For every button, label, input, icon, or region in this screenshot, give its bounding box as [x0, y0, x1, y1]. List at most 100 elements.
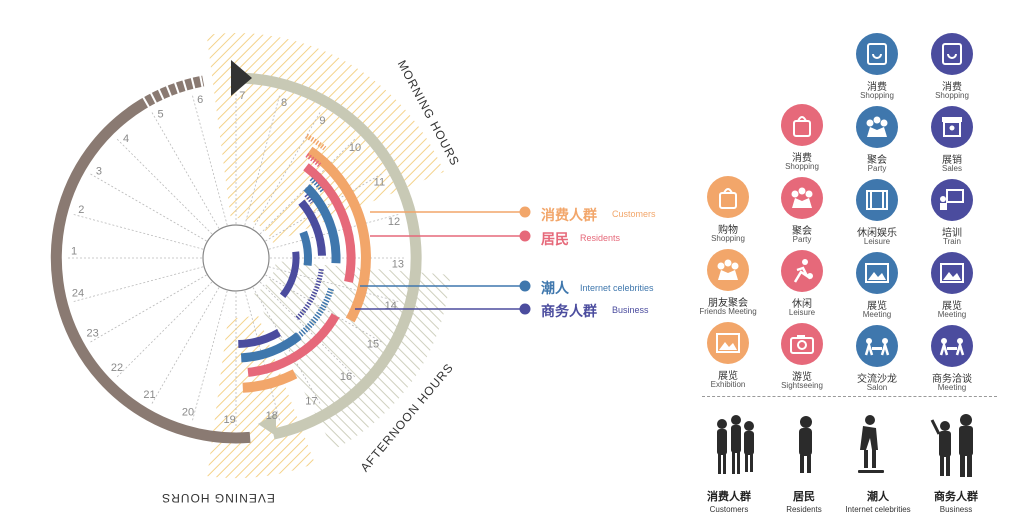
training-icon [940, 189, 964, 210]
hour-label: 1 [71, 246, 77, 258]
hour-spoke [71, 213, 204, 250]
camera-icon [790, 335, 814, 354]
leader-dot [519, 303, 531, 315]
ring-tick [141, 94, 151, 110]
activity-arc [295, 268, 324, 321]
booth-icon [942, 117, 962, 137]
activity-label-zh: 消费 [792, 153, 812, 164]
hour-spoke [115, 137, 213, 235]
hour-spoke [150, 110, 220, 229]
leader-dot [519, 280, 531, 292]
hour-label: 14 [385, 300, 397, 312]
activity-label-zh: 朋友聚会 [708, 298, 748, 309]
activity-arc [304, 193, 314, 204]
hour-spoke [71, 266, 204, 303]
hour-spoke [115, 281, 213, 379]
hour-spoke [88, 172, 207, 242]
shopping-bag-icon [719, 188, 737, 209]
hour-spoke [150, 287, 220, 406]
activity-label-zh: 培训 [942, 228, 962, 239]
activity-label-en: Party [792, 235, 812, 244]
center-circle [202, 224, 270, 292]
hour-label: 7 [239, 90, 245, 102]
hour-spoke [259, 281, 357, 379]
hour-label: 19 [224, 414, 236, 426]
hour-label: 8 [281, 97, 287, 109]
activity-label-en: Exhibition [710, 380, 746, 389]
activity-label-en: Shopping [785, 162, 819, 171]
activity-label-zh: 交流沙龙 [857, 374, 897, 385]
hour-spoke [252, 110, 322, 229]
hour-label: 15 [367, 338, 379, 350]
activity-label-zh: 展览 [942, 301, 962, 312]
hour-label: 3 [96, 165, 102, 177]
hour-label: 9 [319, 115, 325, 127]
activity-label-en: Shopping [935, 91, 969, 100]
divider [702, 396, 997, 397]
hour-label: 22 [111, 362, 123, 374]
activity-label-en: Party [867, 164, 887, 173]
ring-tick [156, 86, 166, 103]
hour-label: 10 [349, 142, 361, 154]
hour-label: 4 [123, 133, 129, 145]
hour-spoke [268, 266, 401, 303]
legend-residents-en: Residents [580, 233, 621, 243]
hour-label: 21 [143, 389, 155, 401]
leisure-icon [793, 259, 813, 283]
ring-tick [164, 83, 173, 99]
activity-icon-circle [707, 322, 749, 364]
activity-arc [305, 152, 322, 167]
activity-arc [306, 146, 371, 323]
activity-label-zh: 休闲娱乐 [857, 228, 897, 239]
shopping-icon [867, 43, 887, 65]
legend-business-en: Business [612, 305, 649, 315]
activity-arc [309, 177, 325, 193]
hour-label: 12 [388, 216, 400, 228]
leader-dot [519, 206, 531, 218]
celebrity-silhouette-icon [858, 415, 884, 473]
activity-label-en: Meeting [862, 310, 892, 319]
hour-label: 24 [72, 288, 84, 300]
figure-celebrities-en: Internet celebrities [845, 505, 911, 514]
activity-label-en: Salon [866, 383, 888, 392]
hour-label: 17 [305, 395, 317, 407]
activity-icon-circle [781, 104, 823, 146]
activity-icon-circle [856, 179, 898, 221]
activity-label-en: Meeting [937, 383, 967, 392]
activity-arc [240, 332, 302, 363]
activity-arc [279, 251, 300, 299]
legend-celebrities-zh: 潮人 [541, 281, 569, 297]
figure-celebrities-zh: 潮人 [867, 490, 889, 503]
activity-label-zh: 展览 [718, 371, 738, 382]
activity-label-en: Sales [941, 164, 962, 173]
activity-label-en: Friends Meeting [699, 307, 757, 316]
ring-tick [148, 90, 159, 106]
activity-label-zh: 展销 [942, 155, 962, 166]
hour-label: 5 [158, 109, 164, 121]
hour-label: 16 [340, 371, 352, 383]
legend-customers-zh: 消费人群 [541, 208, 597, 224]
activity-icon-circle [931, 33, 973, 75]
hour-label: 18 [266, 410, 278, 422]
activity-arc [238, 328, 281, 348]
activity-label-en: Shopping [711, 234, 745, 243]
activity-arc [247, 313, 340, 377]
hour-label: 23 [87, 327, 99, 339]
activity-label-zh: 游览 [792, 372, 812, 383]
hour-label: 13 [392, 258, 404, 270]
day-ring [235, 72, 422, 440]
activity-label-zh: 商务洽谈 [932, 374, 972, 385]
activity-arc [242, 369, 298, 393]
activity-label-en: Shopping [860, 91, 894, 100]
hour-label: 2 [78, 204, 84, 216]
hour-label: 11 [374, 176, 385, 188]
hour-spoke [265, 274, 384, 344]
activity-label-zh: 购物 [718, 225, 738, 236]
picture-icon [940, 263, 964, 283]
legend-business-zh: 商务人群 [541, 304, 597, 320]
activity-label-en: Leisure [863, 237, 891, 246]
arrow-head-icon [258, 413, 276, 436]
activity-arc [299, 230, 312, 266]
activity-label-en: Leisure [788, 308, 816, 317]
activity-arc [305, 133, 327, 151]
